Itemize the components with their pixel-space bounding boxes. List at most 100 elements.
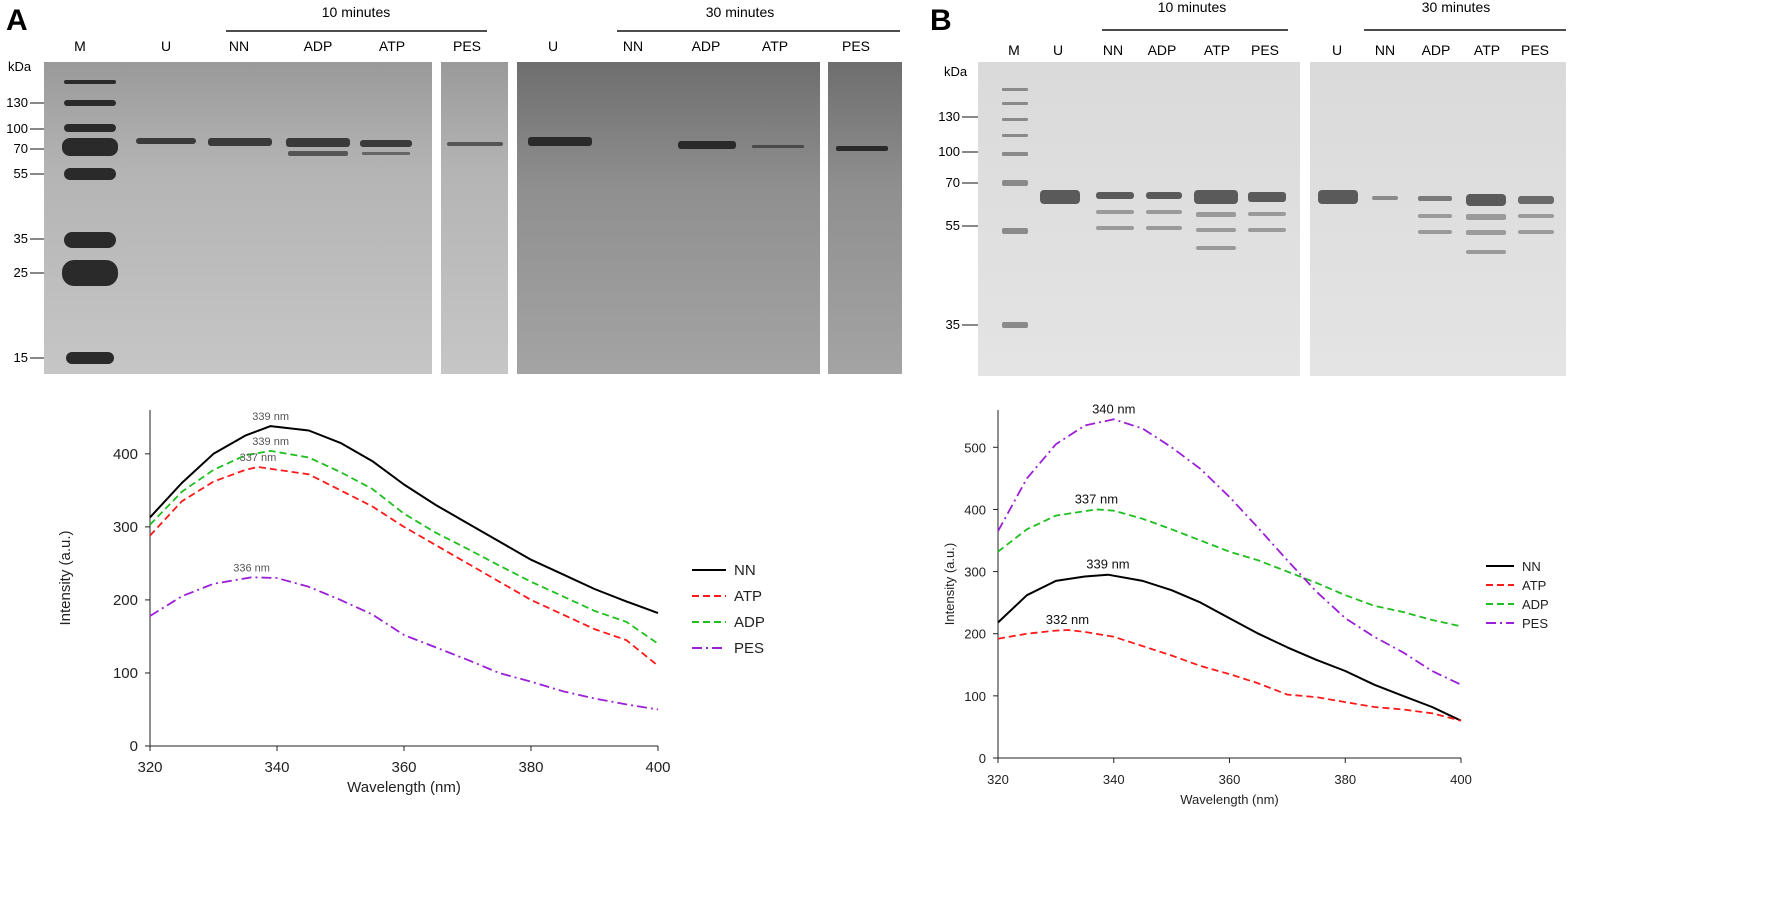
y-axis-label: Intensity (a.u.): [57, 530, 74, 625]
legend-label: PES: [1522, 616, 1548, 631]
lane-label: ATP: [379, 38, 405, 54]
gel-band: [1518, 196, 1554, 204]
y-tick-label: 200: [964, 627, 986, 642]
gel-band: [66, 352, 114, 364]
gel-band: [1418, 230, 1452, 234]
x-tick-label: 320: [987, 772, 1009, 787]
group-label-10min: 10 minutes: [1158, 0, 1226, 15]
gel-band: [1002, 180, 1028, 186]
gel-b-sample-bands: [1040, 190, 1554, 206]
x-tick-label: 340: [1103, 772, 1125, 787]
peak-annotation: 337 nm: [240, 452, 277, 464]
x-tick-label: 380: [1334, 772, 1356, 787]
gel-a-marker-bands: [62, 80, 118, 364]
y-tick-label: 200: [113, 592, 138, 609]
lane-label: U: [1332, 42, 1342, 58]
legend-label: NN: [734, 562, 756, 579]
peak-annotation: 332 nm: [1046, 612, 1089, 627]
gel-b-lane-labels: M U NN ADP ATP PES U NN ADP ATP PES: [1008, 42, 1549, 58]
gel-b-marker-ticks: [962, 116, 978, 326]
lane-label: NN: [1103, 42, 1123, 58]
gel-band: [1096, 192, 1134, 199]
legend-label: ADP: [1522, 597, 1549, 612]
lane-label: PES: [1521, 42, 1549, 58]
gel-band: [62, 138, 118, 156]
x-tick-label: 380: [518, 759, 543, 776]
gel-band: [64, 168, 116, 180]
x-tick-label: 320: [137, 759, 162, 776]
gel-band: [447, 142, 503, 146]
marker-label: 100: [6, 121, 28, 136]
gel-b-ladder-bands: [1096, 210, 1554, 254]
gel-band: [62, 260, 118, 286]
panel-b: B: [930, 0, 1566, 807]
lane-label: ADP: [304, 38, 333, 54]
gel-band: [362, 152, 410, 155]
marker-label: 130: [6, 95, 28, 110]
gel-b-marker-bands: [1002, 88, 1028, 328]
gel-band: [1418, 196, 1452, 201]
gel-band: [208, 138, 272, 146]
panel-b-gel: kDa 130 100 70 55 35 10 minutes 30 minut…: [938, 0, 1566, 376]
kda-label: kDa: [944, 64, 968, 79]
gel-band: [64, 80, 116, 84]
kda-label: kDa: [8, 59, 32, 74]
lane-label: PES: [842, 38, 870, 54]
x-tick-label: 400: [645, 759, 670, 776]
gel-band: [1196, 246, 1236, 250]
series-line-adp: [149, 450, 659, 645]
gel-a-sample-bands: [136, 137, 888, 156]
gel-a-image-2: [441, 62, 508, 374]
marker-label: 55: [946, 218, 960, 233]
gel-b-image-1: [978, 62, 1300, 376]
panel-b-letter: B: [930, 4, 952, 37]
group-label-30min: 30 minutes: [1422, 0, 1490, 15]
gel-band: [64, 232, 116, 248]
gel-band: [528, 137, 592, 146]
gel-band: [1248, 192, 1286, 202]
y-axis-label: Intensity (a.u.): [942, 543, 957, 625]
gel-band: [1146, 226, 1182, 230]
panel-a: A: [6, 4, 902, 796]
y-tick-label: 0: [979, 751, 986, 766]
lane-label: M: [74, 38, 86, 54]
y-tick-label: 0: [130, 738, 138, 755]
peak-annotation: 337 nm: [1075, 491, 1118, 506]
y-tick-label: 300: [113, 519, 138, 536]
lane-label: NN: [623, 38, 643, 54]
gel-a-image-1: [44, 62, 432, 374]
gel-band: [1196, 228, 1236, 232]
panel-a-gel: kDa 130 100 70 55 35 25 15 10 minutes: [6, 4, 902, 374]
x-axis-label: Wavelength (nm): [1180, 792, 1279, 807]
lane-label: PES: [453, 38, 481, 54]
peak-annotation: 339 nm: [252, 436, 289, 448]
gel-a-image-4: [828, 62, 902, 374]
gel-band: [1002, 152, 1028, 156]
lane-label: ATP: [1204, 42, 1230, 58]
marker-label: 70: [946, 175, 960, 190]
lane-label: U: [161, 38, 171, 54]
series-line-atp: [149, 466, 659, 667]
legend-label: PES: [734, 640, 764, 657]
lane-label: M: [1008, 42, 1020, 58]
gel-band: [1418, 214, 1452, 218]
gel-band: [1002, 228, 1028, 234]
marker-label: 100: [938, 144, 960, 159]
gel-a-lane-labels: M U NN ADP ATP PES U NN ADP ATP PES: [74, 38, 870, 54]
peak-annotation: 336 nm: [233, 562, 270, 574]
y-tick-label: 500: [964, 440, 986, 455]
y-tick-label: 300: [964, 565, 986, 580]
gel-band: [1466, 214, 1506, 220]
gel-band: [1318, 190, 1358, 204]
lane-label: NN: [1375, 42, 1395, 58]
marker-label: 35: [946, 317, 960, 332]
gel-band: [136, 138, 196, 144]
lane-label: ATP: [762, 38, 788, 54]
series-line-nn: [149, 425, 659, 615]
lane-label: ADP: [1148, 42, 1177, 58]
x-tick-label: 340: [264, 759, 289, 776]
series-line-pes: [149, 576, 659, 711]
panel-a-letter: A: [6, 4, 28, 37]
gel-band: [64, 100, 116, 106]
